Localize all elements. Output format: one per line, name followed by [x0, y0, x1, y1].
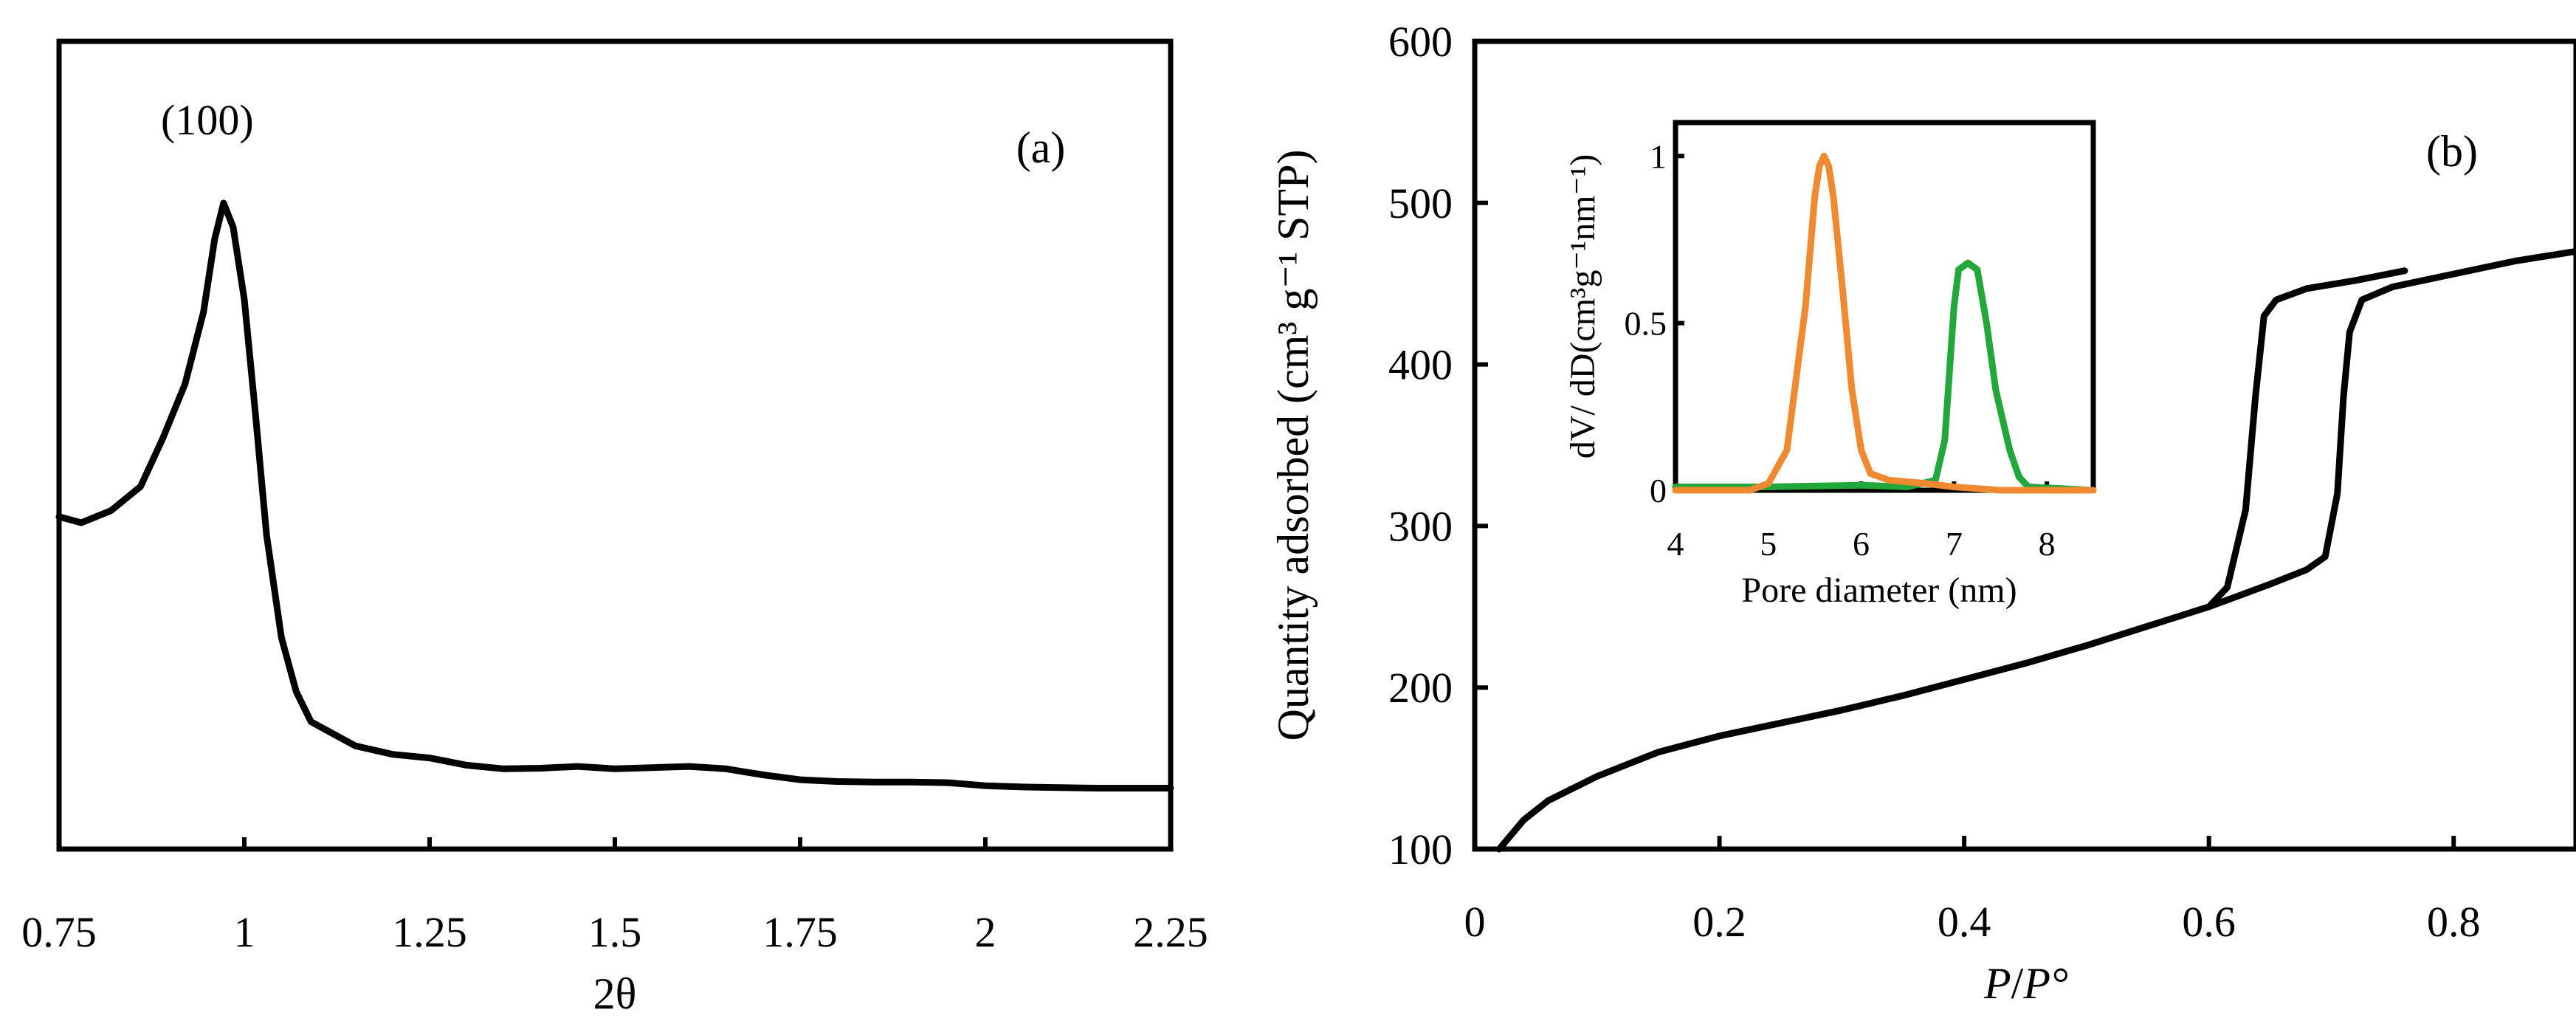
- panel-b-x-axis-label: P/P°: [1983, 959, 2068, 1008]
- panel-a-x-tick-label: 2.25: [1133, 908, 1208, 956]
- panel-a-x-ticks: 0.75 1 1.25 1.5 1.75 2 2.25: [21, 837, 1208, 956]
- inset-x-tick-label: 6: [1853, 525, 1870, 563]
- x-label-p0: P°: [2022, 959, 2068, 1008]
- panel-a-x-tick-label: 1.5: [588, 908, 642, 956]
- panel-b: 0 0.2 0.4 0.6 0.8 100 200 300 400 500 600 (b) Qua…: [1269, 18, 2576, 1008]
- panel-b-x-tick-label: 0.2: [1692, 898, 1746, 946]
- panel-b-y-tick-label: 400: [1388, 341, 1453, 389]
- panel-a: 0.75 1 1.25 1.5 1.75 2 2.25 (100) (a) 2θ: [21, 38, 1208, 1018]
- x-label-p: P: [1983, 959, 2011, 1008]
- panel-a-plot-frame: [56, 38, 1174, 852]
- panel-b-plot-frame: [1472, 38, 2576, 852]
- panel-a-xrd-curve: [55, 199, 1174, 791]
- panel-a-x-tick-label: 1.25: [392, 908, 467, 956]
- panel-b-desorption-curve: [2205, 267, 2408, 611]
- inset-y-ticks: 00.51: [1625, 137, 1684, 509]
- inset-y-tick-label: 0: [1650, 472, 1667, 509]
- inset-plot-frame: [1673, 120, 2096, 493]
- inset-x-tick-label: 4: [1667, 525, 1684, 563]
- panel-b-y-tick-label: 100: [1388, 825, 1453, 873]
- panel-a-x-tick-label: 1: [234, 908, 255, 956]
- panel-b-x-tick-label: 0: [1464, 898, 1486, 946]
- inset-x-tick-label: 7: [1946, 525, 1963, 563]
- inset-x-tick-label: 5: [1760, 525, 1777, 563]
- panel-b-y-ticks: 100 200 300 400 500 600: [1388, 18, 1488, 873]
- panel-a-x-tick-label: 1.75: [762, 908, 838, 956]
- panel-b-x-tick-label: 0.6: [2182, 898, 2236, 946]
- inset-green-distribution-curve: [1672, 259, 2097, 494]
- inset-y-tick-label: 0.5: [1625, 305, 1667, 343]
- panel-b-x-ticks: 0 0.2 0.4 0.6 0.8: [1464, 836, 2481, 946]
- panel-a-x-axis-label: 2θ: [593, 969, 637, 1018]
- panel-b-x-tick-label: 0.4: [1938, 898, 1991, 946]
- panel-b-x-tick-label: 0.8: [2427, 898, 2481, 946]
- panel-b-adsorption-curve: [1495, 247, 2576, 853]
- panel-a-x-tick-label: 0.75: [21, 908, 97, 956]
- panel-b-y-tick-label: 300: [1388, 502, 1453, 550]
- panel-b-y-axis-label: Quantity adsorbed (cm³ g⁻¹ STP): [1269, 150, 1318, 741]
- panel-b-y-tick-label: 600: [1388, 18, 1453, 66]
- inset-y-axis-label: dV/ dD(cm³g⁻¹nm⁻¹): [1563, 154, 1602, 458]
- panel-a-tag: (a): [1016, 123, 1066, 172]
- panel-a-x-tick-label: 2: [975, 908, 996, 956]
- inset-x-ticks: 4 5 6 7 8: [1667, 481, 2056, 563]
- panel-b-y-tick-label: 500: [1388, 179, 1453, 227]
- x-label-slash: /: [2011, 959, 2024, 1008]
- panel-a-peak-annotation: (100): [161, 96, 254, 144]
- panel-b-y-tick-label: 200: [1388, 664, 1453, 712]
- inset-x-tick-label: 8: [2039, 525, 2056, 563]
- inset-x-axis-label: Pore diameter (nm): [1741, 571, 2017, 610]
- inset-y-tick-label: 1: [1650, 137, 1667, 175]
- inset-orange-distribution-curve: [1672, 152, 2097, 494]
- panel-b-tag: (b): [2426, 127, 2478, 176]
